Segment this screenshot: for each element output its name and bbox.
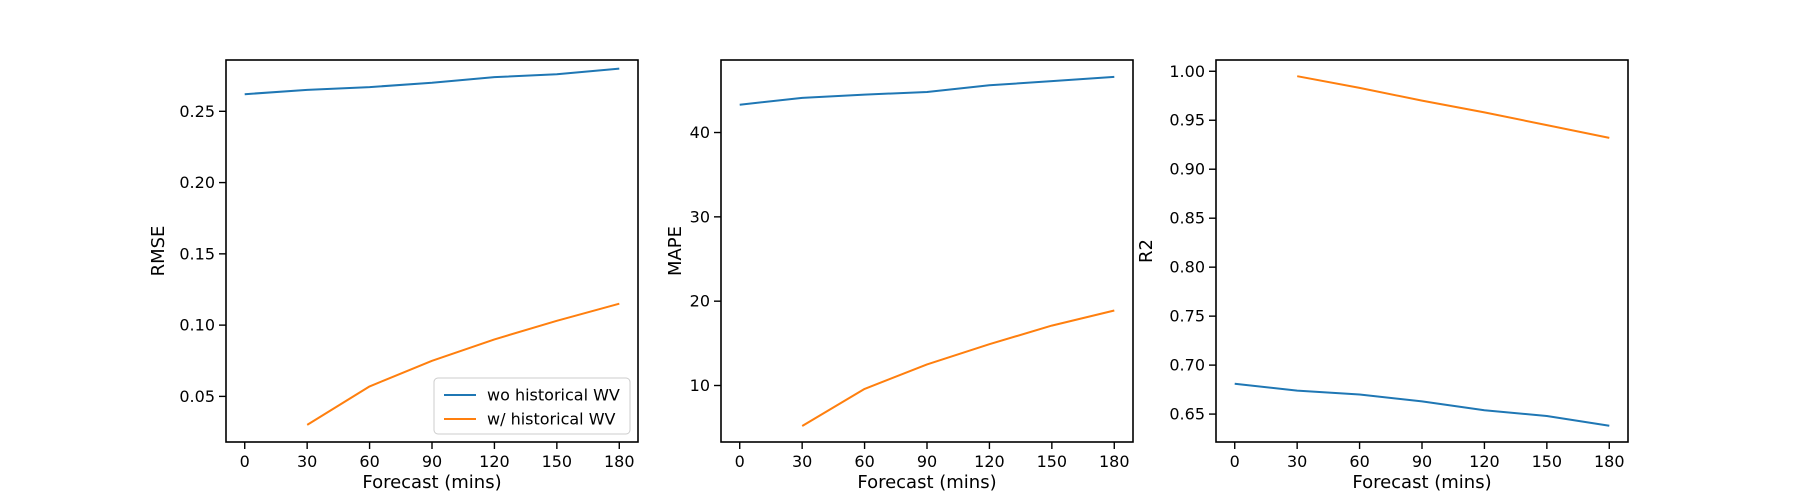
chart-panel-2: 0 30 60 90 120 150 180 10 20 30 40 Forecast (mins) M…	[665, 59, 1134, 493]
series-line-w-historical	[801, 309, 1115, 427]
legend-entry: w/ historical WV	[487, 410, 616, 429]
x-tick-label: 30	[792, 452, 812, 471]
chart-panel-1: 0 30 60 90 120 150 180 0.05 0.10 0.15 0.20 0.25 Fore…	[148, 59, 639, 493]
series-line-wo-historical	[739, 75, 1115, 106]
x-tick-label: 90	[422, 452, 442, 471]
y-tick-label: 0.25	[179, 102, 215, 121]
y-tick-label: 10	[690, 376, 710, 395]
y-tick-label: 0.75	[1169, 307, 1205, 326]
x-tick-label: 0	[240, 452, 250, 471]
y-tick-label: 0.95	[1169, 111, 1205, 130]
x-tick-label: 150	[542, 452, 573, 471]
series-line-wo-historical	[244, 67, 620, 96]
axes-frame	[720, 59, 1134, 443]
x-tick-label: 60	[854, 452, 874, 471]
y-tick-label: 40	[690, 123, 710, 142]
x-tick-label: 150	[1037, 452, 1068, 471]
y-axis-label: MAPE	[665, 226, 686, 276]
x-tick-label: 0	[1230, 452, 1240, 471]
x-axis-label: Forecast (mins)	[857, 472, 996, 493]
legend-entry: wo historical WV	[487, 386, 620, 405]
x-tick-label: 180	[1594, 452, 1625, 471]
y-tick-label: 1.00	[1169, 62, 1205, 81]
x-tick-label: 150	[1532, 452, 1563, 471]
y-tick-label: 0.70	[1169, 356, 1205, 375]
axes-frame	[1215, 59, 1629, 443]
x-tick-label: 120	[974, 452, 1005, 471]
series-line-w-historical	[1297, 75, 1610, 139]
x-tick-label: 30	[1287, 452, 1307, 471]
y-axis-label: R2	[1136, 239, 1157, 263]
y-tick-label: 0.85	[1169, 209, 1205, 228]
legend-box	[433, 377, 631, 435]
x-tick-label: 180	[1099, 452, 1130, 471]
legend: wo historical WV w/ historical WV	[433, 377, 631, 435]
y-tick-label: 0.80	[1169, 258, 1205, 277]
y-tick-label: 0.10	[179, 316, 215, 335]
x-tick-label: 90	[917, 452, 937, 471]
x-tick-label: 180	[604, 452, 635, 471]
x-tick-label: 0	[735, 452, 745, 471]
y-tick-label: 0.15	[179, 244, 215, 263]
x-tick-label: 60	[1349, 452, 1369, 471]
x-tick-label: 30	[297, 452, 317, 471]
x-axis-label: Forecast (mins)	[362, 472, 501, 493]
x-axis-label: Forecast (mins)	[1352, 472, 1491, 493]
series-line-w-historical	[306, 302, 620, 426]
x-tick-label: 120	[1469, 452, 1500, 471]
y-tick-label: 0.20	[179, 173, 215, 192]
x-tick-label: 60	[359, 452, 379, 471]
chart-panel-3: 0 30 60 90 120 150 180 0.65 0.70 0.75 0.80 0.85 0.90…	[1136, 59, 1629, 493]
x-tick-label: 90	[1412, 452, 1432, 471]
y-tick-label: 30	[690, 207, 710, 226]
x-tick-label: 120	[479, 452, 510, 471]
y-tick-label: 0.65	[1169, 405, 1205, 424]
series-line-wo-historical	[1234, 382, 1610, 427]
y-tick-label: 0.90	[1169, 160, 1205, 179]
y-axis-label: RMSE	[148, 226, 169, 277]
y-tick-label: 20	[690, 292, 710, 311]
y-tick-label: 0.05	[179, 387, 215, 406]
